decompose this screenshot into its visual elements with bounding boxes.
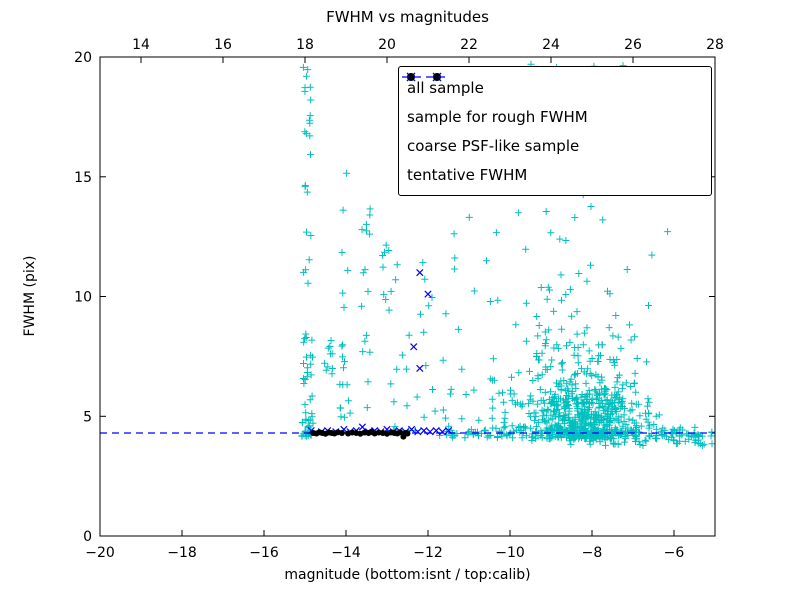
dashed-line-legend-marker-icon — [402, 76, 446, 78]
data-points — [100, 60, 715, 449]
psf-like-sample-points — [310, 428, 411, 440]
bottom-tick-label: −18 — [167, 545, 197, 561]
legend-label: tentative FWHM — [407, 165, 528, 184]
bottom-tick-label: −20 — [85, 545, 115, 561]
left-tick-label: 0 — [83, 529, 92, 545]
top-tick-label: 26 — [624, 37, 642, 53]
all-sample-points — [298, 60, 715, 449]
legend-label: all sample — [407, 78, 484, 97]
y-axis-label: FWHM (pix) — [22, 255, 38, 337]
top-tick-label: 28 — [706, 37, 724, 53]
bottom-tick-label: −12 — [413, 545, 443, 561]
chart-title: FWHM vs magnitudes — [326, 8, 489, 26]
legend-entry-0: all sample — [407, 73, 703, 102]
top-tick-label: 16 — [214, 37, 232, 53]
top-tick-label: 14 — [132, 37, 150, 53]
top-tick-label: 18 — [296, 37, 314, 53]
bottom-tick-label: −16 — [249, 545, 279, 561]
left-tick-label: 5 — [83, 409, 92, 425]
left-tick-label: 10 — [74, 290, 92, 306]
legend-label: sample for rough FWHM — [407, 107, 588, 126]
bottom-tick-label: −10 — [495, 545, 525, 561]
legend: all sample sample for rough FWHM coarse PS… — [398, 66, 712, 196]
legend-entry-3: tentative FWHM — [402, 76, 703, 189]
x-axis-label: magnitude (bottom:isnt / top:calib) — [284, 567, 531, 583]
bottom-tick-label: −6 — [664, 545, 685, 561]
left-tick-label: 15 — [74, 170, 92, 186]
top-tick-label: 24 — [542, 37, 560, 53]
bottom-tick-label: −8 — [582, 545, 603, 561]
legend-entry-1: sample for rough FWHM — [406, 72, 703, 131]
left-tick-label: 20 — [74, 50, 92, 66]
bottom-tick-label: −14 — [331, 545, 361, 561]
dot-legend-marker-icon — [407, 73, 441, 81]
legend-entry-2: coarse PSF-like sample — [407, 73, 703, 160]
legend-label: coarse PSF-like sample — [407, 136, 580, 155]
top-tick-label: 20 — [378, 37, 396, 53]
top-tick-label: 22 — [460, 37, 478, 53]
